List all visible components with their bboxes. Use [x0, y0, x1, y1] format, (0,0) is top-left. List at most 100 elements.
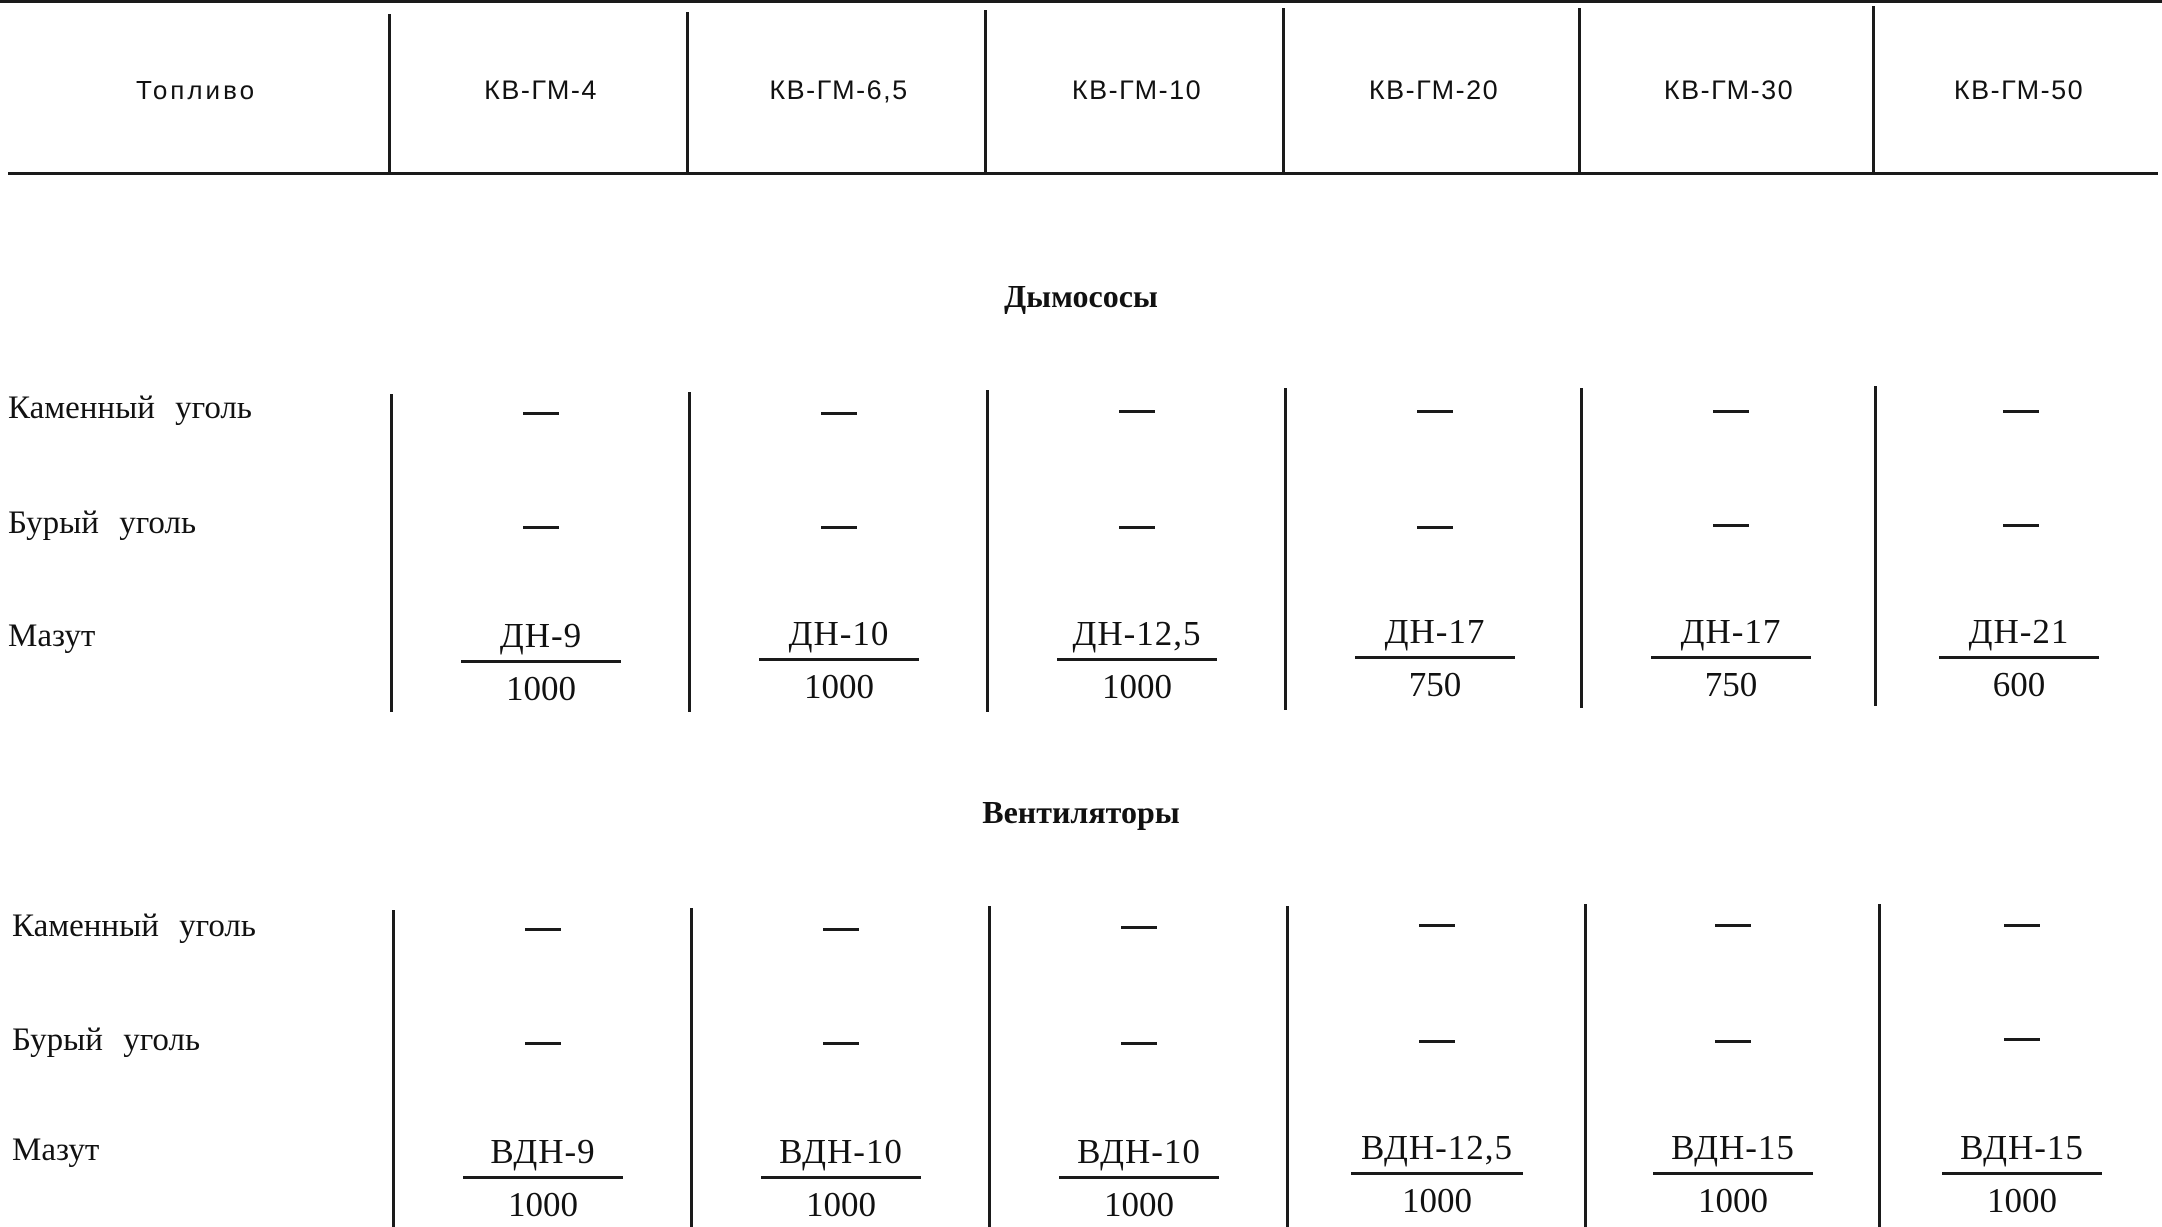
fan-model: ДН-12,5 [1057, 614, 1217, 661]
dash-mark: — [823, 927, 859, 931]
dash-mark: — [821, 411, 857, 415]
row-label-hard-coal: Каменный уголь [8, 390, 252, 426]
dash-mark: — [1419, 923, 1455, 927]
table-cell: — [392, 392, 690, 430]
header-col-label: КВ-ГМ-20 [1368, 74, 1500, 105]
fan-rpm: 1000 [1104, 1185, 1174, 1224]
header-col-label: КВ-ГМ-10 [1071, 74, 1203, 105]
dash-mark: — [1121, 925, 1157, 929]
fan-rpm: 1000 [506, 669, 576, 708]
section-divider [1874, 386, 1877, 706]
dash-mark: — [2004, 1037, 2040, 1041]
dash-mark: — [823, 1041, 859, 1045]
fan-rpm: 1000 [1987, 1181, 2057, 1220]
header-divider [388, 14, 391, 172]
section-divider [1580, 388, 1583, 708]
header-divider [686, 12, 689, 172]
fan-rpm: 1000 [508, 1185, 578, 1224]
section-divider [1584, 904, 1587, 1227]
header-divider [1578, 8, 1581, 172]
table-cell: — [1288, 904, 1586, 942]
header-col-2: КВ-ГМ-6,5 [690, 0, 988, 180]
fan-rpm: 1000 [1698, 1181, 1768, 1220]
dash-mark: — [2003, 523, 2039, 527]
table-cell: — [392, 506, 690, 544]
fan-model: ВДН-15 [1653, 1128, 1813, 1175]
header-divider [984, 10, 987, 172]
dash-mark: — [1713, 409, 1749, 413]
fan-spec: ВДН-10 1000 [990, 1132, 1288, 1225]
fan-model: ДН-9 [461, 616, 621, 663]
section-title: Вентиляторы [982, 794, 1180, 830]
dash-mark: — [525, 1041, 561, 1045]
dash-mark: — [2003, 409, 2039, 413]
section-divider [390, 394, 393, 712]
fan-model: ВДН-15 [1942, 1128, 2102, 1175]
header-col-1: КВ-ГМ-4 [392, 0, 690, 180]
table-cell: — [1876, 504, 2162, 542]
row-label-fuel-oil: Мазут [12, 1132, 100, 1168]
fan-rpm: 1000 [1402, 1181, 1472, 1220]
section-title: Дымососы [1004, 278, 1158, 314]
header-fuel-label: Топливо [136, 74, 258, 105]
section-divider [988, 906, 991, 1227]
fan-model: ВДН-12,5 [1350, 1128, 1524, 1175]
header-bottom-rule [8, 172, 2158, 175]
dash-mark: — [1417, 409, 1453, 413]
fan-spec: ВДН-15 1000 [1878, 1128, 2162, 1221]
header-divider [1282, 8, 1285, 172]
section-divider [1284, 388, 1287, 710]
fan-spec: ДН-12,5 1000 [988, 614, 1286, 707]
table-cell: — [990, 1022, 1288, 1060]
dash-mark: — [1119, 525, 1155, 529]
fan-spec: ВДН-9 1000 [394, 1132, 692, 1225]
table-cell: — [690, 506, 988, 544]
table-cell: — [1876, 390, 2162, 428]
table-cell: — [394, 1022, 692, 1060]
dash-mark: — [1121, 1041, 1157, 1045]
header-col-label: КВ-ГМ-30 [1663, 74, 1795, 105]
fan-spec: ДН-21 600 [1874, 612, 2162, 705]
header-col-3: КВ-ГМ-10 [988, 0, 1286, 180]
fan-rpm: 1000 [1102, 667, 1172, 706]
fan-model: ВДН-9 [463, 1132, 623, 1179]
fan-model: ВДН-10 [1059, 1132, 1219, 1179]
fan-spec: ВДН-15 1000 [1584, 1128, 1882, 1221]
table-cell: — [1582, 390, 1880, 428]
table-cell: — [1584, 904, 1882, 942]
dash-mark: — [523, 525, 559, 529]
fan-spec: ДН-17 750 [1582, 612, 1880, 705]
table-cell: — [692, 1022, 990, 1060]
fan-model: ДН-21 [1939, 612, 2099, 659]
row-label-fuel-oil: Мазут [8, 618, 96, 654]
fan-model: ДН-17 [1355, 612, 1515, 659]
section-divider [1286, 906, 1289, 1227]
section-divider [1878, 904, 1881, 1227]
table-cell: — [1878, 1018, 2162, 1056]
table-cell: — [1582, 504, 1880, 542]
table-cell: — [692, 908, 990, 946]
fan-rpm: 600 [1992, 665, 2046, 704]
section-divider [392, 910, 395, 1227]
dash-mark: — [523, 411, 559, 415]
header-col-label: КВ-ГМ-6,5 [769, 74, 909, 105]
dash-mark: — [1119, 409, 1155, 413]
header-col-label: КВ-ГМ-50 [1953, 74, 2085, 105]
table-cell: — [690, 392, 988, 430]
dash-mark: — [2004, 923, 2040, 927]
dash-mark: — [1713, 523, 1749, 527]
section-divider [690, 908, 693, 1227]
header-col-label: КВ-ГМ-4 [484, 74, 598, 105]
fan-spec: ДН-10 1000 [690, 614, 988, 707]
header-col-5: КВ-ГМ-30 [1582, 0, 1876, 180]
table-cell: — [1286, 390, 1584, 428]
fan-rpm: 1000 [804, 667, 874, 706]
fan-spec: ВДН-10 1000 [692, 1132, 990, 1225]
table-cell: — [1878, 904, 2162, 942]
fan-model: ДН-17 [1651, 612, 1811, 659]
row-label-brown-coal: Бурый уголь [8, 505, 197, 541]
fan-rpm: 1000 [806, 1185, 876, 1224]
dash-mark: — [1419, 1039, 1455, 1043]
dash-mark: — [821, 525, 857, 529]
